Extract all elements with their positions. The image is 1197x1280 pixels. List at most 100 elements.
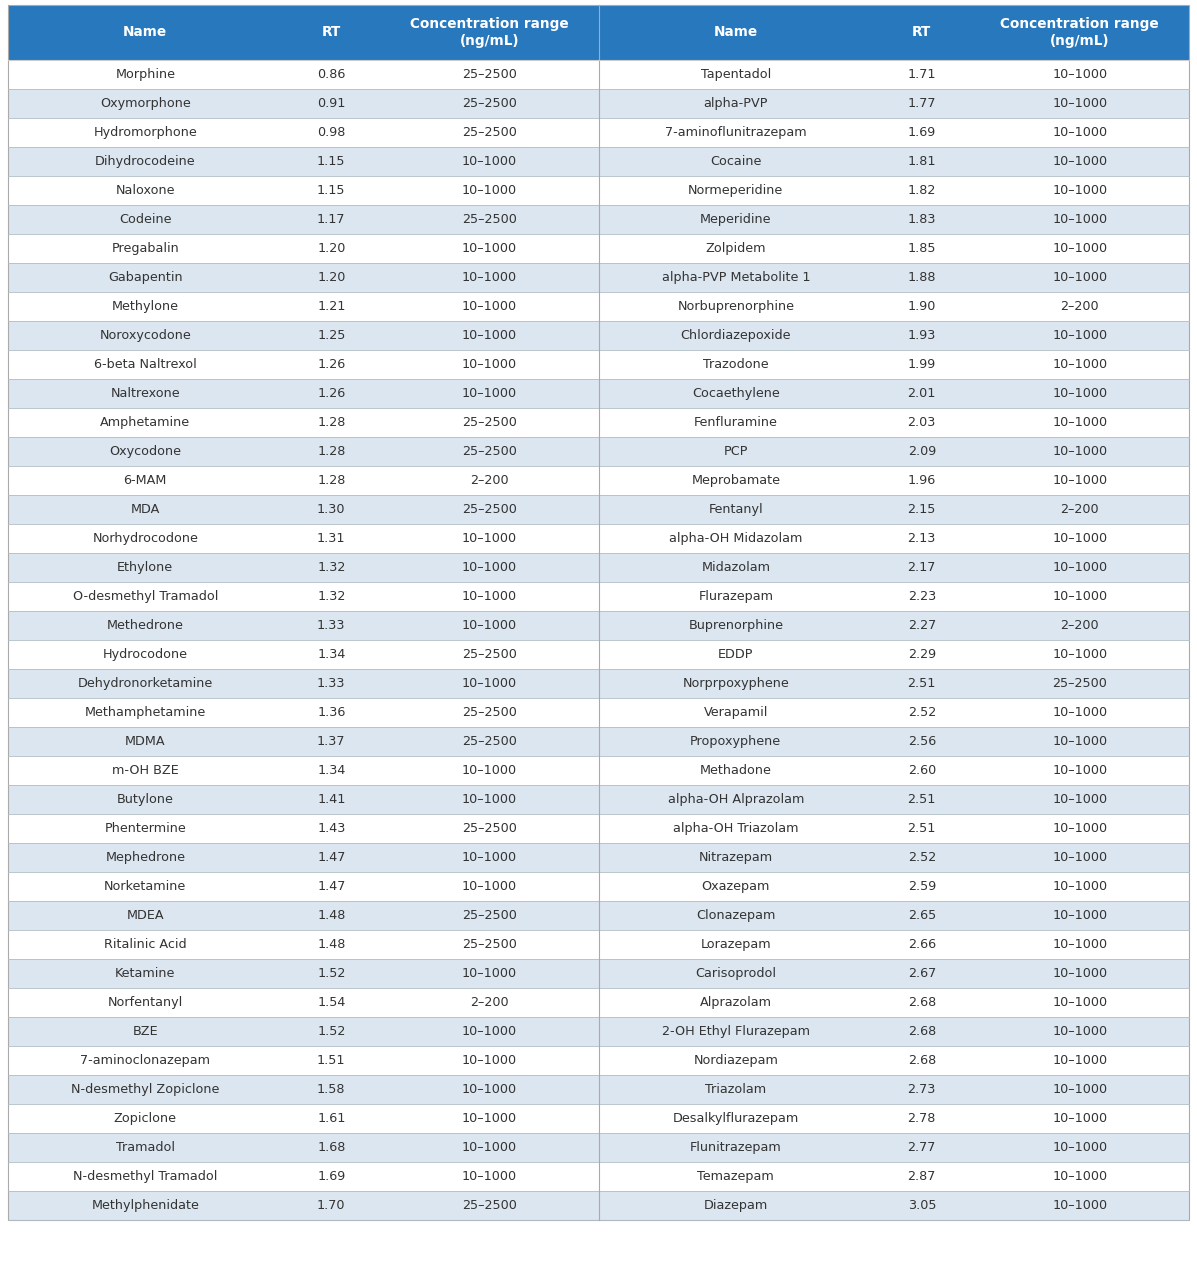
- Text: m-OH BZE: m-OH BZE: [111, 764, 178, 777]
- Text: 2.78: 2.78: [907, 1112, 936, 1125]
- Bar: [598, 901, 873, 931]
- Text: Methylphenidate: Methylphenidate: [91, 1199, 199, 1212]
- Bar: [598, 1190, 873, 1220]
- Text: Codeine: Codeine: [119, 212, 171, 227]
- Text: 10–1000: 10–1000: [1052, 125, 1107, 140]
- Text: Norfentanyl: Norfentanyl: [108, 996, 183, 1009]
- Text: 6-MAM: 6-MAM: [123, 474, 166, 486]
- Text: MDEA: MDEA: [127, 909, 164, 922]
- Text: 1.70: 1.70: [317, 1199, 346, 1212]
- Text: Butylone: Butylone: [117, 794, 174, 806]
- Text: Alprazolam: Alprazolam: [700, 996, 772, 1009]
- Bar: [8, 60, 282, 90]
- Bar: [379, 1075, 598, 1103]
- Bar: [873, 1133, 971, 1162]
- Bar: [282, 640, 379, 669]
- Bar: [282, 814, 379, 844]
- Text: alpha-OH Alprazolam: alpha-OH Alprazolam: [668, 794, 804, 806]
- Text: 25–2500: 25–2500: [462, 938, 517, 951]
- Text: Naltrexone: Naltrexone: [110, 387, 180, 399]
- Bar: [598, 785, 873, 814]
- Text: 10–1000: 10–1000: [462, 677, 517, 690]
- Bar: [971, 321, 1189, 349]
- Text: 10–1000: 10–1000: [462, 620, 517, 632]
- Text: Dehydronorketamine: Dehydronorketamine: [78, 677, 213, 690]
- Bar: [8, 175, 282, 205]
- Text: Meperidine: Meperidine: [700, 212, 772, 227]
- Text: Flunitrazepam: Flunitrazepam: [689, 1140, 782, 1155]
- Text: 1.61: 1.61: [317, 1112, 346, 1125]
- Text: BZE: BZE: [133, 1025, 158, 1038]
- Text: Propoxyphene: Propoxyphene: [691, 735, 782, 748]
- Text: 1.37: 1.37: [317, 735, 346, 748]
- Text: 2.68: 2.68: [907, 1025, 936, 1038]
- Bar: [282, 379, 379, 408]
- Text: 10–1000: 10–1000: [1052, 416, 1107, 429]
- Bar: [873, 756, 971, 785]
- Text: Temazepam: Temazepam: [698, 1170, 774, 1183]
- Bar: [598, 814, 873, 844]
- Text: 1.31: 1.31: [317, 532, 346, 545]
- Text: Ritalinic Acid: Ritalinic Acid: [104, 938, 187, 951]
- Text: 1.58: 1.58: [317, 1083, 346, 1096]
- Text: 25–2500: 25–2500: [462, 503, 517, 516]
- Bar: [598, 844, 873, 872]
- Bar: [873, 408, 971, 436]
- Text: Noroxycodone: Noroxycodone: [99, 329, 192, 342]
- Bar: [598, 524, 873, 553]
- Bar: [971, 959, 1189, 988]
- Text: Triazolam: Triazolam: [705, 1083, 766, 1096]
- Bar: [873, 931, 971, 959]
- Text: 10–1000: 10–1000: [1052, 68, 1107, 81]
- Bar: [8, 611, 282, 640]
- Bar: [873, 727, 971, 756]
- Text: 10–1000: 10–1000: [462, 532, 517, 545]
- Text: Amphetamine: Amphetamine: [101, 416, 190, 429]
- Bar: [873, 1075, 971, 1103]
- Bar: [598, 495, 873, 524]
- Bar: [873, 785, 971, 814]
- Bar: [971, 292, 1189, 321]
- Bar: [379, 1018, 598, 1046]
- Text: Flurazepam: Flurazepam: [698, 590, 773, 603]
- Text: Chlordiazepoxide: Chlordiazepoxide: [681, 329, 791, 342]
- Bar: [873, 436, 971, 466]
- Bar: [282, 1133, 379, 1162]
- Text: 1.51: 1.51: [317, 1053, 346, 1068]
- Bar: [379, 60, 598, 90]
- Bar: [379, 466, 598, 495]
- Bar: [379, 292, 598, 321]
- Bar: [971, 1046, 1189, 1075]
- Text: Ketamine: Ketamine: [115, 966, 176, 980]
- Text: 25–2500: 25–2500: [462, 445, 517, 458]
- Text: 2.15: 2.15: [907, 503, 936, 516]
- Bar: [873, 5, 971, 60]
- Bar: [8, 814, 282, 844]
- Text: 25–2500: 25–2500: [462, 125, 517, 140]
- Bar: [873, 669, 971, 698]
- Bar: [598, 698, 873, 727]
- Bar: [282, 524, 379, 553]
- Bar: [971, 262, 1189, 292]
- Bar: [873, 611, 971, 640]
- Bar: [282, 698, 379, 727]
- Bar: [873, 988, 971, 1018]
- Bar: [8, 901, 282, 931]
- Text: Zolpidem: Zolpidem: [705, 242, 766, 255]
- Bar: [8, 959, 282, 988]
- Text: 10–1000: 10–1000: [1052, 938, 1107, 951]
- Text: 10–1000: 10–1000: [462, 764, 517, 777]
- Text: alpha-PVP Metabolite 1: alpha-PVP Metabolite 1: [662, 271, 810, 284]
- Bar: [598, 1075, 873, 1103]
- Text: 10–1000: 10–1000: [462, 242, 517, 255]
- Text: Hydromorphone: Hydromorphone: [93, 125, 198, 140]
- Text: Tapentadol: Tapentadol: [700, 68, 771, 81]
- Bar: [8, 205, 282, 234]
- Bar: [379, 262, 598, 292]
- Bar: [282, 90, 379, 118]
- Text: 1.17: 1.17: [317, 212, 346, 227]
- Bar: [379, 756, 598, 785]
- Text: 1.28: 1.28: [317, 474, 346, 486]
- Text: 1.47: 1.47: [317, 881, 346, 893]
- Bar: [379, 931, 598, 959]
